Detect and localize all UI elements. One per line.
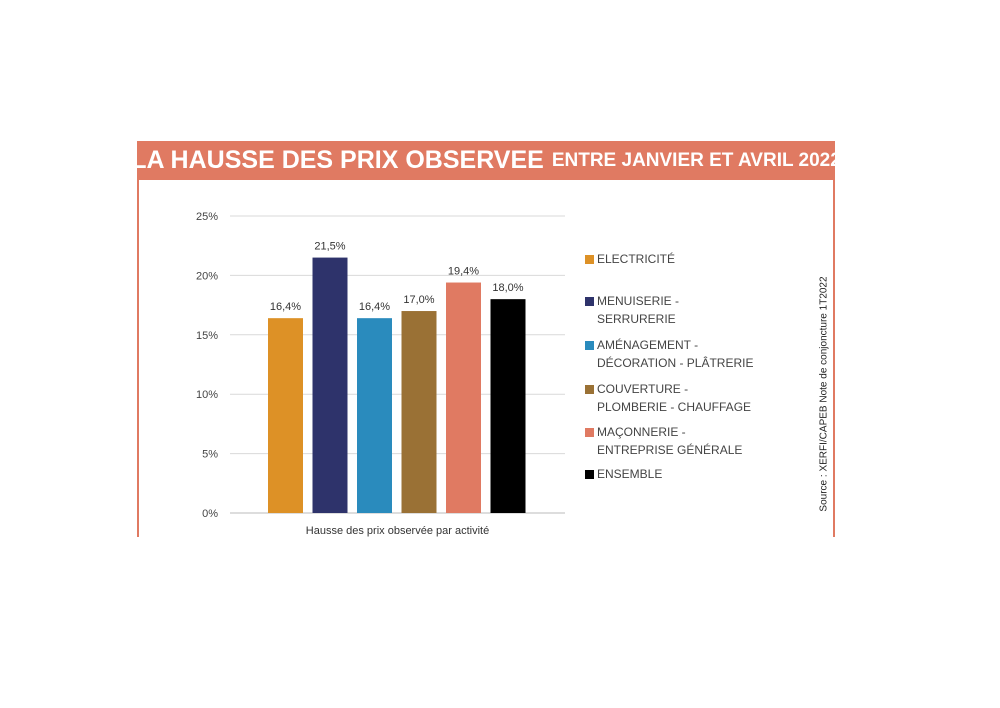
legend-swatch [585, 341, 594, 350]
y-tick-label: 20% [196, 270, 218, 282]
y-tick-label: 15% [196, 330, 218, 342]
bar [268, 318, 303, 513]
legend-swatch [585, 255, 594, 264]
data-label: 17,0% [403, 294, 434, 306]
legend-item: AMÉNAGEMENT - DÉCORATION - PLÂTRERIE [585, 336, 785, 372]
data-label: 19,4% [448, 266, 479, 278]
legend-label: ELECTRICITÉ [597, 252, 676, 266]
legend-swatch [585, 470, 594, 479]
legend-label: SERRURERIE [597, 312, 676, 326]
bar [490, 299, 526, 513]
legend-item: ELECTRICITÉ [585, 250, 785, 268]
source-note: Source : XERFI/CAPEB Note de conjoncture… [818, 276, 830, 512]
data-label: 18,0% [492, 282, 523, 294]
title-main: LA HAUSSE DES PRIX OBSERVEE [131, 146, 544, 174]
title-sub: ENTRE JANVIER ET AVRIL 2022 [551, 149, 841, 171]
y-tick-label: 5% [202, 449, 218, 461]
legend-item: COUVERTURE - PLOMBERIE - CHAUFFAGE [585, 380, 785, 416]
bar [357, 318, 392, 513]
legend-label: ENTREPRISE GÉNÉRALE [597, 443, 743, 457]
data-label: 16,4% [270, 301, 301, 313]
data-label: 21,5% [314, 241, 345, 253]
legend-label: DÉCORATION - PLÂTRERIE [597, 356, 754, 370]
legend-label: MAÇONNERIE - [597, 425, 686, 439]
legend-item: MENUISERIE - SERRURERIE [585, 292, 785, 328]
legend-item: MAÇONNERIE - ENTREPRISE GÉNÉRALE [585, 423, 785, 459]
chart-frame [137, 141, 835, 537]
x-axis-label: Hausse des prix observée par activité [306, 525, 489, 537]
bar [446, 282, 481, 513]
bar [312, 257, 348, 513]
y-tick-label: 25% [196, 211, 218, 223]
legend-swatch [585, 297, 594, 306]
data-label: 16,4% [359, 301, 390, 313]
legend-label: PLOMBERIE - CHAUFFAGE [597, 400, 752, 414]
legend-swatch [585, 385, 594, 394]
legend-label: MENUISERIE - [597, 294, 680, 308]
y-tick-label: 0% [202, 508, 218, 520]
legend-item: ENSEMBLE [585, 465, 785, 483]
legend-label: ENSEMBLE [597, 467, 663, 481]
y-tick-label: 10% [196, 389, 218, 401]
legend-label: COUVERTURE - [597, 382, 689, 396]
legend-label: AMÉNAGEMENT - [597, 338, 699, 352]
chart-title-banner: LA HAUSSE DES PRIX OBSERVEE ENTRE JANVIE… [131, 141, 841, 180]
legend-swatch [585, 428, 594, 437]
bar [401, 311, 437, 513]
